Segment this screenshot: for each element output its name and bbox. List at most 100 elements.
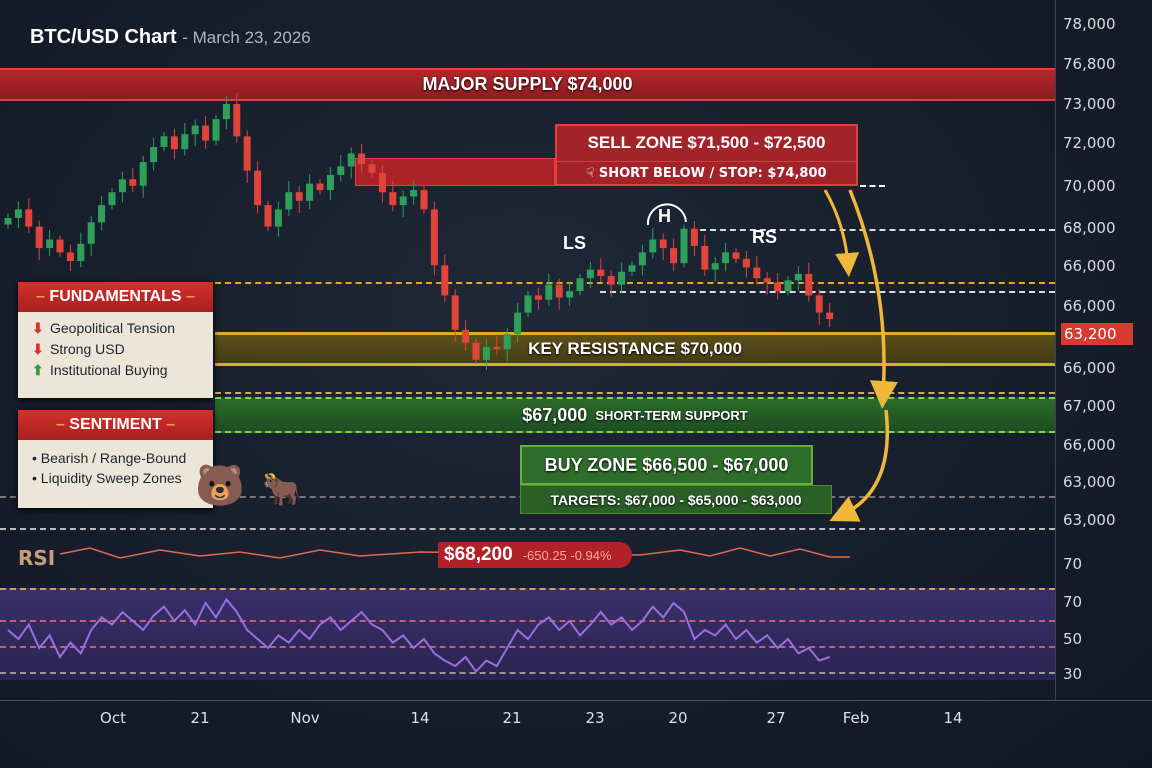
- arrow-down-icon: ⬇: [32, 341, 44, 357]
- targets-box: TARGETS: $67,000 - $65,000 - $63,000: [520, 485, 832, 514]
- candle: [170, 136, 178, 150]
- y-tick-label: 70,000: [1063, 177, 1116, 195]
- candle: [815, 295, 823, 313]
- candle: [503, 334, 511, 350]
- candle: [254, 170, 262, 206]
- candle: [274, 209, 282, 227]
- rsi-chart: [7, 597, 830, 673]
- targets-label: TARGETS: $67,000 - $65,000 - $63,000: [550, 491, 802, 508]
- candle: [514, 312, 522, 335]
- candle: [368, 164, 376, 173]
- arrow-up-icon: ⬆: [32, 362, 44, 378]
- head-label: H: [658, 206, 671, 226]
- level-line: [0, 528, 1055, 530]
- candle: [139, 162, 147, 186]
- x-tick-label: 27: [766, 709, 786, 727]
- candle: [680, 228, 688, 264]
- y-axis-line: [1055, 0, 1056, 700]
- candle: [243, 136, 251, 171]
- candle: [25, 209, 33, 227]
- candle: [87, 222, 95, 244]
- y-tick-label: 72,000: [1063, 134, 1116, 152]
- candle: [794, 273, 802, 281]
- candle: [77, 243, 85, 261]
- fundamental-text: Strong USD: [50, 341, 125, 357]
- sell-note: SHORT BELOW / STOP: $74,800: [598, 166, 827, 181]
- candle: [108, 192, 116, 206]
- candle: [690, 228, 698, 246]
- x-tick-label: 21: [502, 709, 522, 727]
- candle: [389, 192, 397, 206]
- candle: [347, 153, 355, 167]
- candle: [732, 252, 740, 259]
- candle: [306, 183, 314, 201]
- candle: [160, 136, 168, 148]
- hand-down-icon: ☟: [586, 166, 599, 181]
- sentiment-text: Liquidity Sweep Zones: [40, 470, 182, 486]
- level-line: [215, 282, 1055, 284]
- candle: [46, 239, 54, 249]
- level-line: [700, 229, 1055, 231]
- sentiment-title: SENTIMENT: [69, 416, 162, 433]
- candle: [649, 239, 657, 253]
- candle: [98, 205, 106, 223]
- candle: [586, 269, 594, 279]
- x-tick-label: 14: [943, 709, 963, 727]
- candle: [285, 192, 293, 210]
- candle: [441, 265, 449, 296]
- candle: [358, 153, 366, 165]
- key-resistance-band: KEY RESISTANCE $70,000: [215, 332, 1055, 366]
- candle: [618, 271, 626, 285]
- candle: [742, 258, 750, 268]
- candle: [118, 179, 126, 193]
- candle: [701, 245, 709, 270]
- rsi-tick-label: 70: [1063, 593, 1083, 611]
- candle: [493, 347, 501, 350]
- x-tick-label: 21: [190, 709, 210, 727]
- candle: [410, 190, 418, 197]
- candle: [524, 295, 532, 313]
- candle: [129, 179, 137, 186]
- candle: [222, 104, 230, 120]
- y-tick-label: 67,000: [1063, 397, 1116, 415]
- mini-rsi-line: [59, 547, 850, 559]
- level-line: [860, 185, 885, 187]
- candle: [628, 265, 636, 272]
- fundamental-item: ⬇ Geopolitical Tension: [18, 318, 213, 339]
- major-supply-band: MAJOR SUPPLY $74,000: [0, 68, 1055, 101]
- rsi-level-line: [0, 646, 1055, 648]
- rsi-label: RSI: [18, 546, 56, 570]
- candle: [56, 239, 64, 253]
- candle: [462, 329, 470, 343]
- fundamental-item: ⬆ Institutional Buying: [18, 360, 213, 381]
- candle: [472, 342, 480, 360]
- rsi-line: [7, 597, 830, 673]
- candle: [597, 269, 605, 277]
- left-shoulder-label: LS: [563, 233, 587, 253]
- candle: [534, 295, 542, 300]
- rsi-tick-label: 70: [1063, 555, 1083, 573]
- fundamental-text: Institutional Buying: [50, 362, 168, 378]
- candle: [638, 252, 646, 266]
- candle: [774, 282, 782, 292]
- rsi-panel: [0, 588, 1055, 680]
- buy-zone-box: BUY ZONE $66,500 - $67,000: [520, 445, 813, 485]
- projection-arrows: [646, 189, 898, 522]
- ticker-price: $68,200: [444, 544, 513, 565]
- rsi-level-line: [0, 588, 1055, 590]
- head-arc: [646, 203, 687, 226]
- x-tick-label: 14: [410, 709, 430, 727]
- sentiment-item: • Liquidity Sweep Zones: [32, 470, 182, 486]
- arrow-icon: [848, 189, 898, 409]
- support-label: SHORT-TERM SUPPORT: [595, 407, 748, 423]
- bear-icon: 🐻: [195, 463, 245, 509]
- candle: [4, 218, 12, 225]
- y-tick-label: 63,000: [1063, 511, 1116, 529]
- y-tick-label: 63,000: [1063, 473, 1116, 491]
- x-tick-label: Oct: [100, 709, 126, 727]
- level-line: [215, 392, 1055, 394]
- candle: [337, 166, 345, 175]
- candle: [295, 192, 303, 201]
- candle: [711, 263, 719, 270]
